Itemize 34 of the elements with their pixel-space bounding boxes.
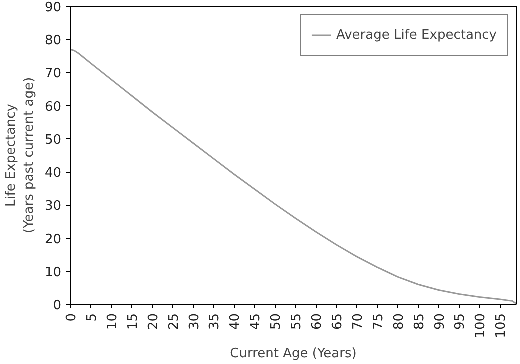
y-tick-label: 10 — [44, 265, 62, 280]
y-tick-label: 80 — [44, 34, 62, 49]
x-tick-label: 35 — [208, 313, 223, 330]
x-tick-label: 10 — [105, 313, 120, 330]
x-tick-label: 85 — [412, 313, 428, 330]
x-tick-label: 105 — [494, 313, 510, 338]
x-tick-label: 100 — [474, 313, 489, 338]
y-tick-label: 50 — [44, 132, 62, 148]
x-tick-label: 50 — [269, 313, 284, 330]
x-tick-label: 5 — [84, 313, 100, 322]
y-tick-label: 30 — [44, 199, 62, 214]
x-tick-label: 25 — [166, 313, 182, 330]
y-tick-label: 70 — [44, 66, 62, 82]
x-tick-label: 40 — [228, 313, 244, 330]
legend-label: Average Life Expectancy — [336, 28, 497, 42]
x-axis-title: Current Age (Years) — [230, 346, 357, 362]
x-tick-label: 75 — [371, 313, 386, 330]
x-tick-label: 20 — [146, 313, 162, 330]
x-tick-label: 80 — [392, 313, 407, 330]
x-tick-label: 30 — [187, 313, 202, 330]
x-tick-label: 95 — [453, 313, 468, 330]
x-tick-label: 65 — [330, 313, 346, 330]
x-tick-label: 90 — [432, 313, 448, 330]
x-tick-label: 60 — [310, 313, 326, 330]
y-tick-label: 90 — [44, 0, 62, 16]
y-axis-title: Life Expectancy (Years past current age) — [4, 77, 37, 234]
x-tick-label: 45 — [248, 313, 264, 330]
x-tick-label: 70 — [350, 313, 366, 330]
y-tick-label: 60 — [44, 100, 62, 115]
x-tick-label: 55 — [290, 313, 305, 330]
y-tick-label: 40 — [44, 166, 62, 182]
x-tick-label: 15 — [126, 313, 141, 330]
y-tick-label: 20 — [44, 232, 62, 248]
x-tick-label: 0 — [64, 313, 80, 322]
